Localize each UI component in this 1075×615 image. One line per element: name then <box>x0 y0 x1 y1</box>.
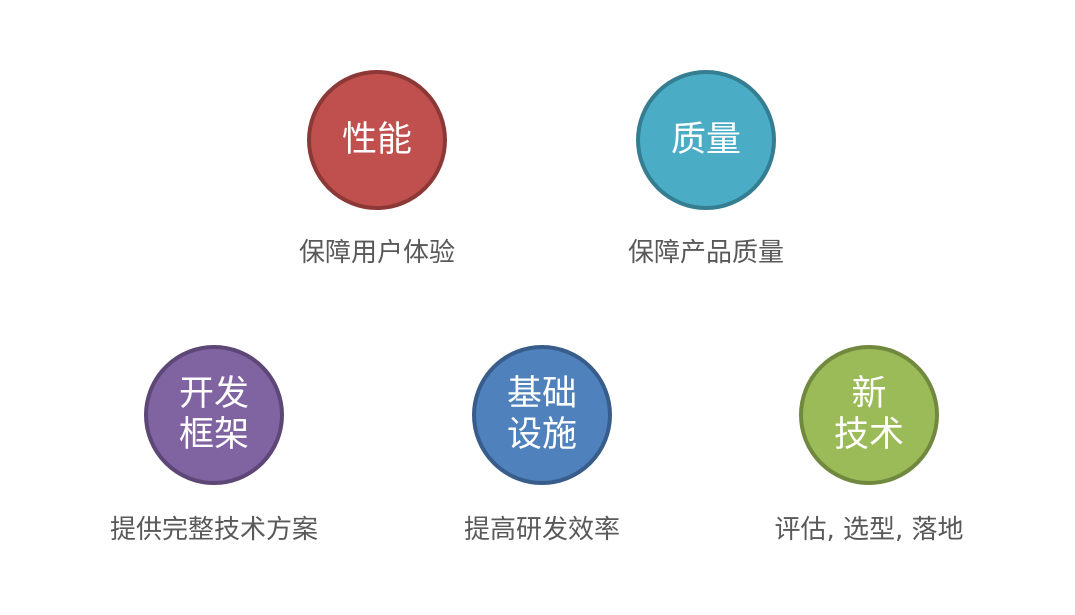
node-dev-framework: 开发 框架 提供完整技术方案 <box>84 345 344 546</box>
performance-circle: 性能 <box>307 70 447 210</box>
quality-caption: 保障产品质量 <box>627 238 784 268</box>
infrastructure-caption: 提高研发效率 <box>463 515 620 545</box>
node-performance: 性能 保障用户体验 <box>247 70 507 269</box>
node-infrastructure: 基础 设施 提高研发效率 <box>412 345 672 546</box>
new-tech-title-line-2: 技术 <box>833 415 904 455</box>
infrastructure-title-line-2: 设施 <box>506 415 577 455</box>
dev-framework-title-line-2: 框架 <box>178 415 249 455</box>
node-new-tech: 新 技术 评估, 选型, 落地 <box>739 345 999 546</box>
infrastructure-title-line-1: 基础 <box>506 374 577 414</box>
new-tech-caption: 评估, 选型, 落地 <box>774 515 964 545</box>
new-tech-title-line-1: 新 <box>851 374 887 414</box>
dev-framework-caption: 提供完整技术方案 <box>109 515 318 545</box>
quality-title: 质量 <box>670 119 741 160</box>
dev-framework-title-line-1: 开发 <box>178 374 249 414</box>
dev-framework-circle: 开发 框架 <box>144 345 284 485</box>
new-tech-circle: 新 技术 <box>799 345 939 485</box>
node-quality: 质量 保障产品质量 <box>576 70 836 269</box>
performance-caption: 保障用户体验 <box>298 238 455 268</box>
performance-title: 性能 <box>341 119 412 160</box>
infrastructure-circle: 基础 设施 <box>472 345 612 485</box>
quality-circle: 质量 <box>636 70 776 210</box>
